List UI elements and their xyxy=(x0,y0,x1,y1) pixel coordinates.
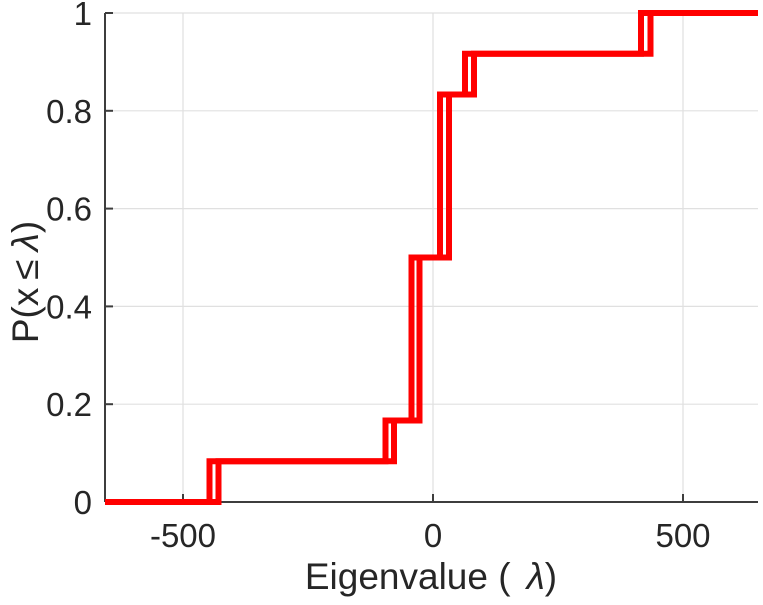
x-axis-label-close-paren: ) xyxy=(545,556,557,597)
ecdf-curve-2 xyxy=(105,10,758,505)
y-tick-label: 0.8 xyxy=(46,93,92,130)
x-tick-label: -500 xyxy=(150,517,216,554)
y-tick-label: 0.2 xyxy=(46,386,92,423)
x-tick-label: 0 xyxy=(424,517,442,554)
leq-symbol: ≤ xyxy=(5,259,46,279)
y-tick-label: 0.4 xyxy=(46,288,92,325)
y-axis-label: P(x ≤ λ) xyxy=(5,221,46,343)
y-axis-label-close-paren: ) xyxy=(5,221,46,233)
x-axis-label-text: Eigenvalue ( xyxy=(305,556,511,597)
lambda-symbol: λ xyxy=(525,556,545,597)
curve-layer xyxy=(105,10,758,505)
y-tick-label: 1 xyxy=(74,0,92,32)
y-axis-label-text: P(x xyxy=(5,287,46,343)
y-tick-label: 0 xyxy=(74,484,92,521)
x-axis-label: Eigenvalue ( λ) xyxy=(305,556,557,597)
x-tick-label: 500 xyxy=(655,517,710,554)
tick-label-layer: -500 0 500 0 0.2 0.4 0.6 0.8 1 xyxy=(46,0,710,554)
lambda-symbol: λ xyxy=(5,233,46,253)
y-tick-label: 0.6 xyxy=(46,191,92,228)
